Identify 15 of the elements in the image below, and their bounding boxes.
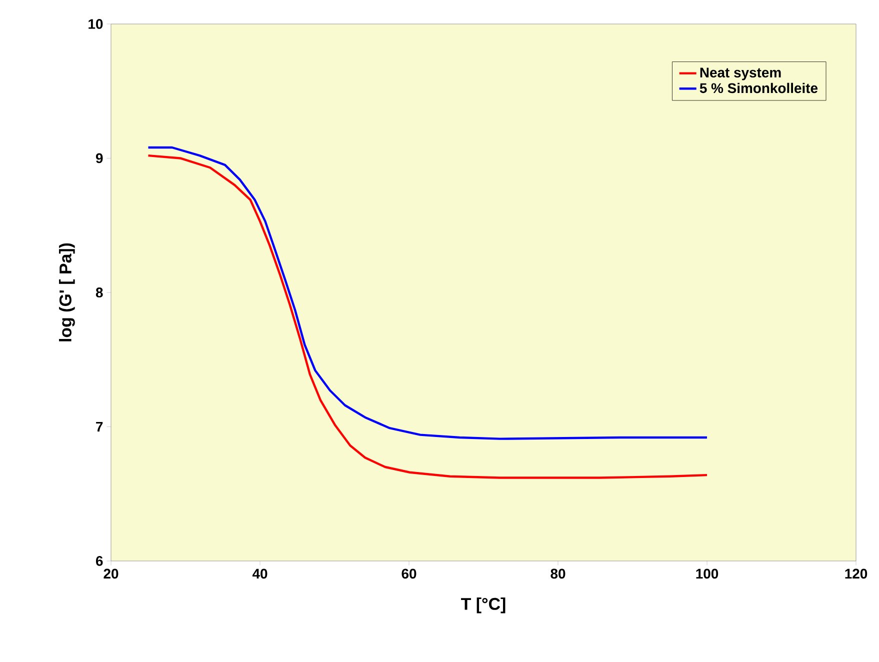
legend-label: 5 % Simonkolleite bbox=[700, 82, 818, 94]
x-tick-label: 20 bbox=[104, 568, 118, 579]
x-tick-label: 80 bbox=[550, 568, 566, 579]
x-axis-title: T [°C] bbox=[461, 597, 506, 614]
y-tick-label: 9 bbox=[96, 153, 103, 164]
x-tick-label: 60 bbox=[402, 568, 416, 579]
y-axis-title: log (G' [ Pa]) bbox=[59, 243, 75, 342]
legend-label: Neat system bbox=[700, 68, 781, 80]
x-tick-label: 100 bbox=[696, 568, 718, 579]
y-tick-label: 10 bbox=[88, 19, 103, 29]
y-tick-label: 7 bbox=[96, 422, 103, 432]
x-tick-label: 40 bbox=[252, 568, 268, 579]
x-tick-label: 120 bbox=[845, 568, 868, 579]
y-tick-label: 6 bbox=[96, 556, 103, 566]
y-tick-label: 8 bbox=[96, 288, 103, 298]
